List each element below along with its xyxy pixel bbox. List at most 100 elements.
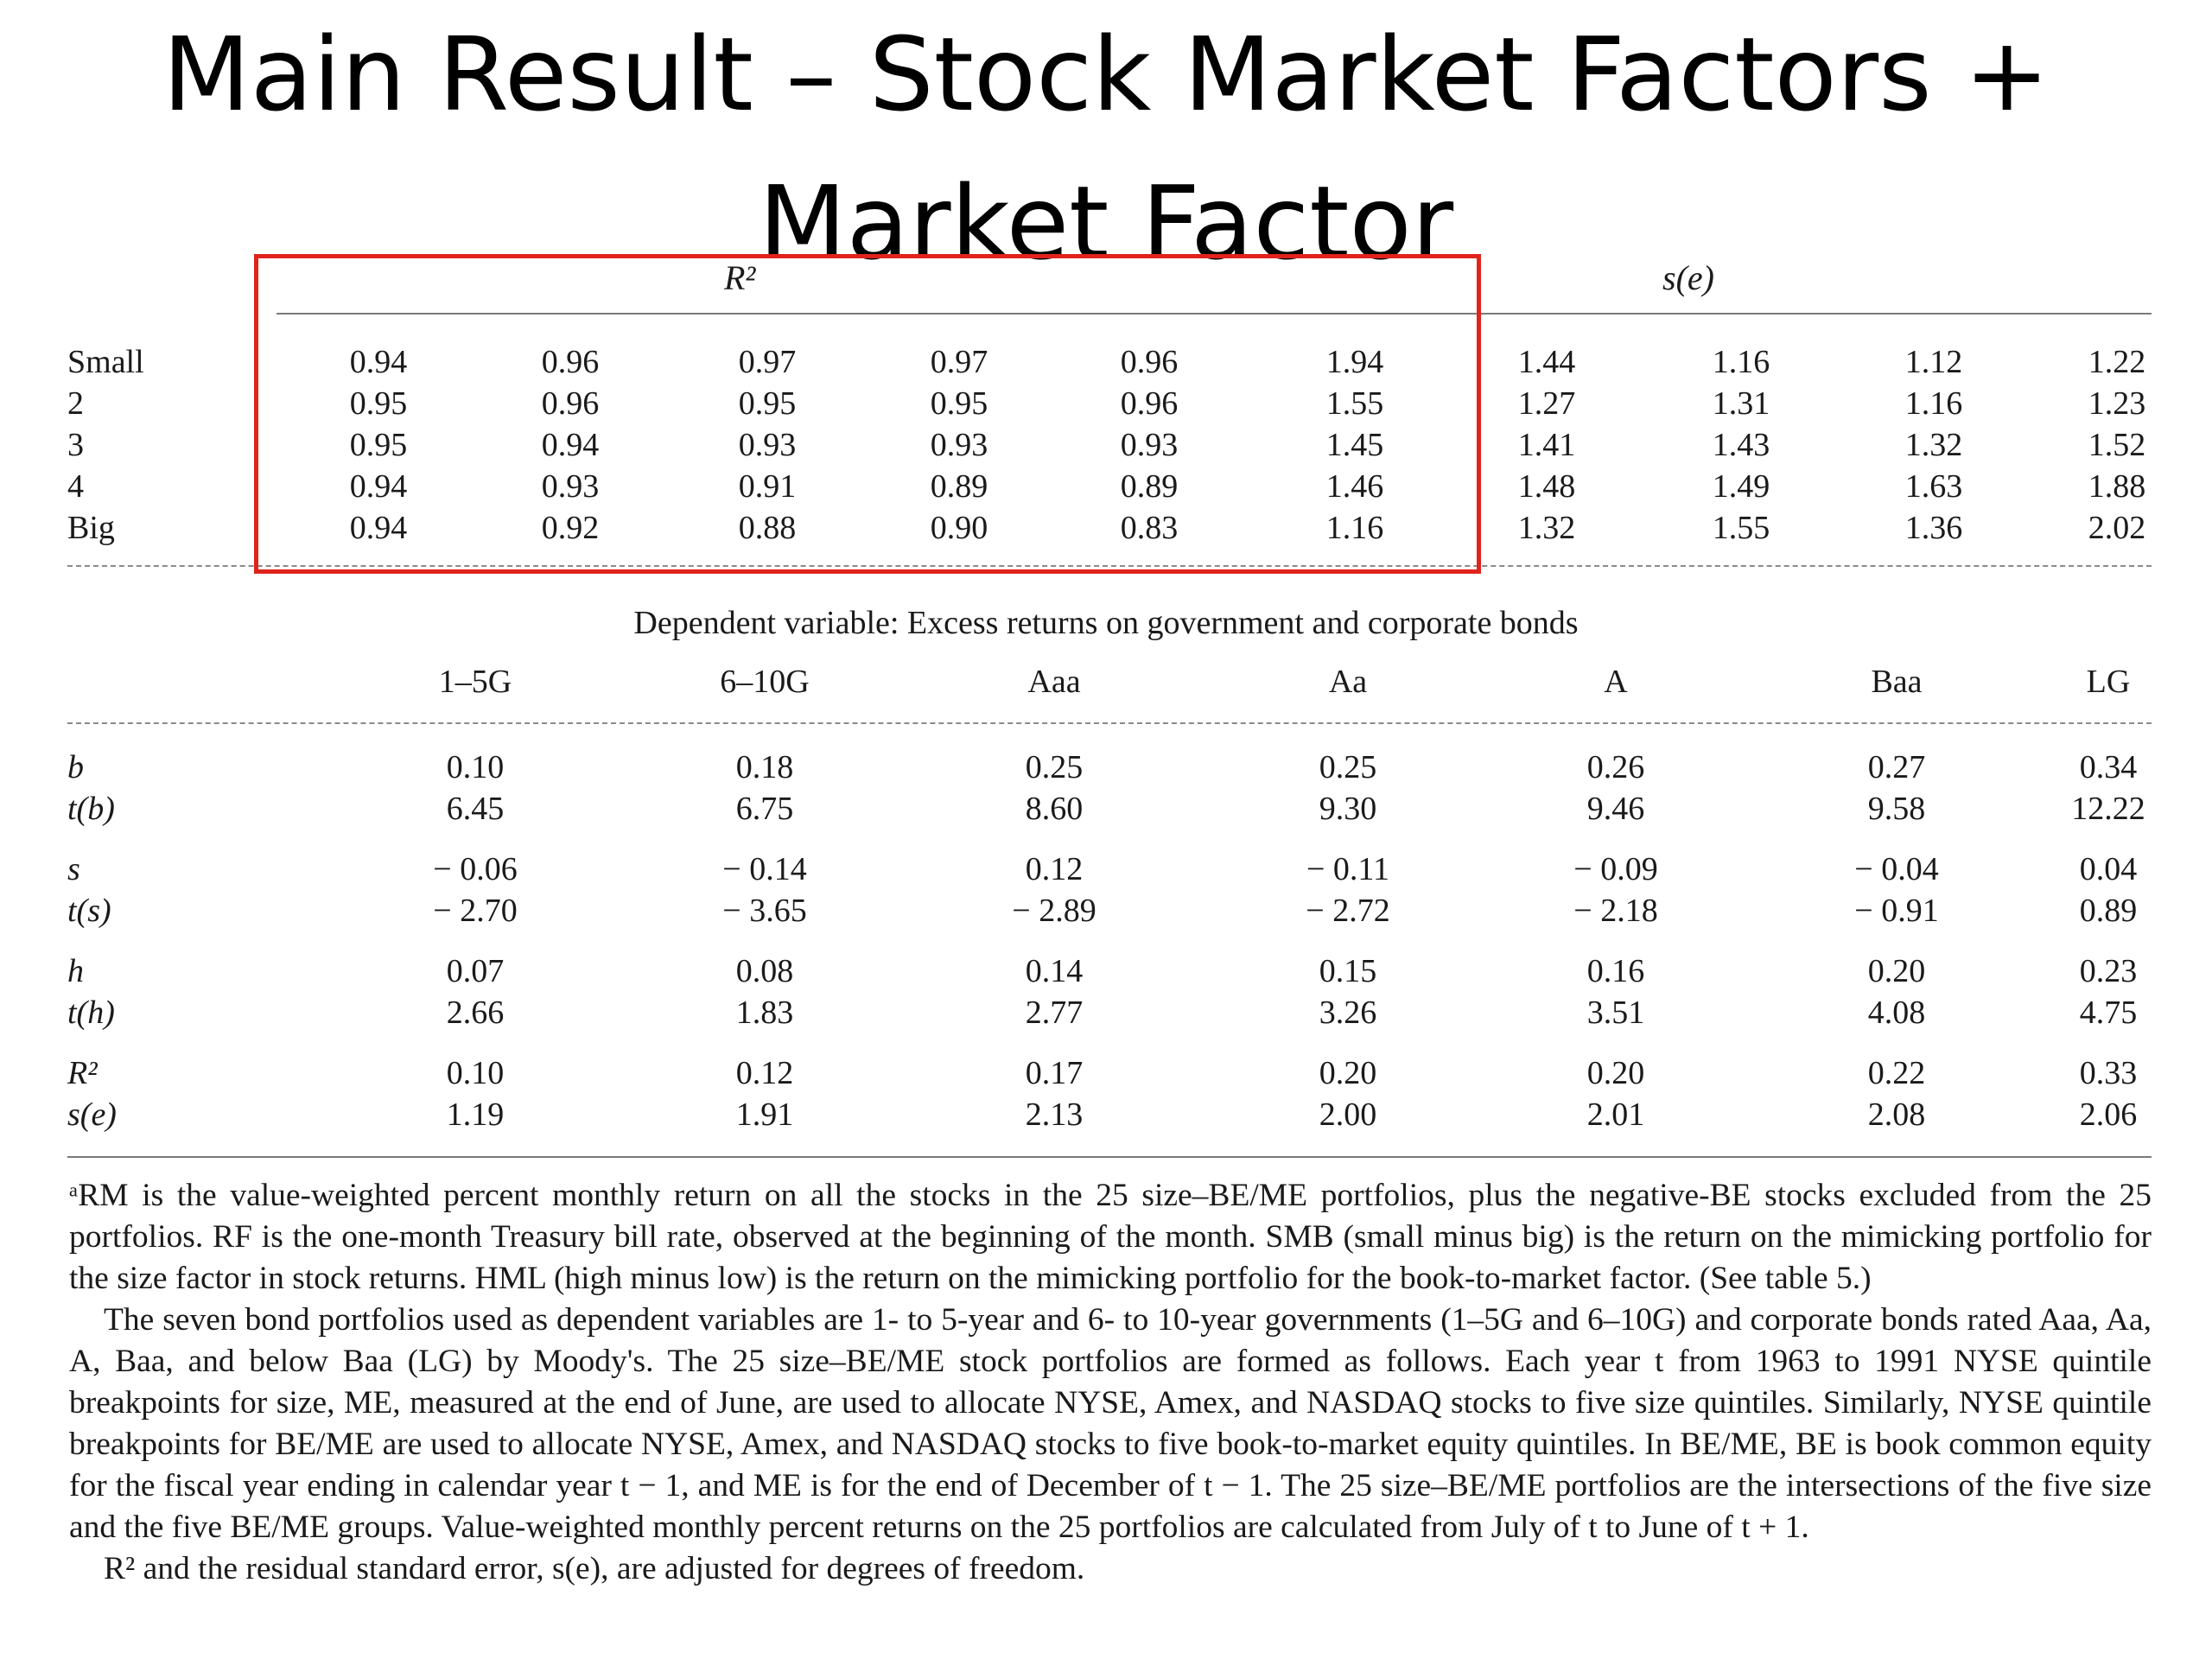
- r2-cell: 0.96: [1120, 385, 1179, 422]
- bond-cell: 2.01: [1586, 1096, 1645, 1133]
- bond-cell: 2.13: [1025, 1096, 1084, 1133]
- upper-table-row: 2 0.95 0.96 0.95 0.95 0.96 1.55 1.27 1.31 1.16 1.2…: [0, 382, 2212, 425]
- row-label: t(h): [67, 995, 115, 1031]
- se-cell: 1.63: [1904, 468, 1963, 505]
- bond-cell: − 2.70: [433, 893, 518, 929]
- row-label: h: [67, 953, 84, 989]
- bond-cell: − 0.09: [1573, 851, 1658, 887]
- upper-table-bottom-rule: [67, 565, 2152, 567]
- r2-cell: 0.91: [738, 468, 797, 505]
- bond-cell: 0.25: [1319, 749, 1377, 785]
- bond-cell: 0.17: [1025, 1055, 1084, 1091]
- bond-cell: − 2.18: [1573, 893, 1658, 929]
- se-cell: 1.16: [1904, 385, 1963, 422]
- bond-cell: 2.77: [1025, 995, 1084, 1031]
- upper-table-row: 4 0.94 0.93 0.91 0.89 0.89 1.46 1.48 1.49 1.63 1.8…: [0, 465, 2212, 508]
- se-cell: 1.23: [2088, 385, 2146, 422]
- r2-cell: 0.93: [738, 427, 797, 463]
- bond-cell: 6.75: [735, 791, 794, 827]
- bond-header-rule: [67, 722, 2152, 724]
- se-cell: 1.52: [2088, 427, 2146, 463]
- bond-table-row: t(s) − 2.70 − 3.65 − 2.89 − 2.72 − 2.18 − 0.91…: [0, 890, 2212, 931]
- se-cell: 1.94: [1325, 344, 1384, 380]
- se-cell: 1.22: [2088, 344, 2146, 380]
- bond-cell: 0.89: [2079, 893, 2138, 929]
- bond-cell: 0.20: [1319, 1055, 1377, 1091]
- r2-cell: 0.96: [541, 385, 600, 422]
- bond-cell: 9.30: [1319, 791, 1377, 827]
- note-paragraph-1: ᵃRM is the value-weighted percent monthl…: [69, 1178, 2152, 1296]
- bond-column-header: Baa: [1871, 664, 1923, 700]
- bond-cell: 2.08: [1867, 1096, 1926, 1133]
- title-line-2: Market Factor: [758, 163, 1454, 283]
- se-cell: 1.44: [1517, 344, 1576, 380]
- se-header-rule: [1244, 313, 2152, 315]
- bond-cell: 0.10: [446, 1055, 505, 1091]
- se-cell: 1.48: [1517, 468, 1576, 505]
- bond-cell: 3.26: [1319, 995, 1377, 1031]
- bond-cell: − 0.06: [433, 851, 518, 887]
- bond-table-row: b 0.10 0.18 0.25 0.25 0.26 0.27 0.34: [0, 747, 2212, 788]
- row-label: R²: [67, 1055, 98, 1091]
- bond-cell: 4.08: [1867, 995, 1926, 1031]
- bond-cell: 0.12: [735, 1055, 794, 1091]
- bond-cell: 1.91: [735, 1096, 794, 1133]
- r2-cell: 0.93: [541, 468, 600, 505]
- table-notes: ᵃRM is the value-weighted percent monthl…: [69, 1175, 2152, 1590]
- bond-cell: 0.27: [1867, 749, 1926, 785]
- se-cell: 1.36: [1904, 510, 1963, 546]
- row-label: t(b): [67, 791, 115, 827]
- bond-cell: 2.06: [2079, 1096, 2138, 1133]
- r2-cell: 0.94: [349, 344, 408, 380]
- bond-cell: − 0.14: [722, 851, 807, 887]
- r2-cell: 0.96: [1120, 344, 1179, 380]
- r2-cell: 0.94: [541, 427, 600, 463]
- bond-cell: 0.20: [1586, 1055, 1645, 1091]
- r2-cell: 0.88: [738, 510, 797, 546]
- bond-column-header: 1–5G: [438, 664, 512, 700]
- se-cell: 1.55: [1325, 385, 1384, 422]
- se-cell: 1.49: [1712, 468, 1770, 505]
- bond-cell: 0.33: [2079, 1055, 2138, 1091]
- bond-column-header: LG: [2086, 664, 2131, 700]
- bond-cell: 3.51: [1586, 995, 1645, 1031]
- row-label: 2: [67, 385, 84, 422]
- bond-cell: 2.00: [1319, 1096, 1377, 1133]
- bond-cell: 4.75: [2079, 995, 2138, 1031]
- se-cell: 1.43: [1712, 427, 1770, 463]
- bond-cell: 0.20: [1867, 953, 1926, 989]
- bond-cell: 8.60: [1025, 791, 1084, 827]
- se-cell: 1.45: [1325, 427, 1384, 463]
- bond-cell: 0.04: [2079, 851, 2138, 887]
- bond-cell: 0.14: [1025, 953, 1084, 989]
- bond-cell: − 2.89: [1012, 893, 1096, 929]
- se-cell: 1.41: [1517, 427, 1576, 463]
- bond-cell: − 2.72: [1306, 893, 1390, 929]
- bond-cell: 0.18: [735, 749, 794, 785]
- r2-cell: 0.95: [930, 385, 988, 422]
- r2-cell: 0.89: [930, 468, 988, 505]
- r2-cell: 0.95: [349, 385, 408, 422]
- se-cell: 1.31: [1712, 385, 1770, 422]
- r2-cell: 0.83: [1120, 510, 1179, 546]
- upper-table-row: 3 0.95 0.94 0.93 0.93 0.93 1.45 1.41 1.43 1.32 1.5…: [0, 423, 2212, 467]
- bond-cell: − 3.65: [722, 893, 807, 929]
- se-cell: 1.32: [1517, 510, 1576, 546]
- bond-cell: 9.46: [1586, 791, 1645, 827]
- r2-cell: 0.97: [930, 344, 988, 380]
- note-paragraph-2: The seven bond portfolios used as depend…: [69, 1302, 2152, 1545]
- r2-cell: 0.93: [1120, 427, 1179, 463]
- bond-table-row: s(e) 1.19 1.91 2.13 2.00 2.01 2.08 2.06: [0, 1094, 2212, 1135]
- slide-title: Main Result – Stock Market Factors + Mar…: [0, 0, 2212, 297]
- row-label: b: [67, 749, 84, 785]
- bond-cell: 0.25: [1025, 749, 1084, 785]
- bond-table-bottom-rule: [67, 1156, 2152, 1158]
- highlight-box: [254, 254, 1481, 574]
- r2-cell: 0.94: [349, 468, 408, 505]
- bond-table-caption: Dependent variable: Excess returns on go…: [633, 605, 1579, 641]
- se-cell: 1.46: [1325, 468, 1384, 505]
- se-header: s(e): [1662, 258, 1714, 297]
- bond-column-header: 6–10G: [720, 664, 810, 700]
- upper-table-row: Small 0.94 0.96 0.97 0.97 0.96 1.94 1.44 1.16 1.1…: [0, 340, 2212, 384]
- r2-cell: 0.90: [930, 510, 988, 546]
